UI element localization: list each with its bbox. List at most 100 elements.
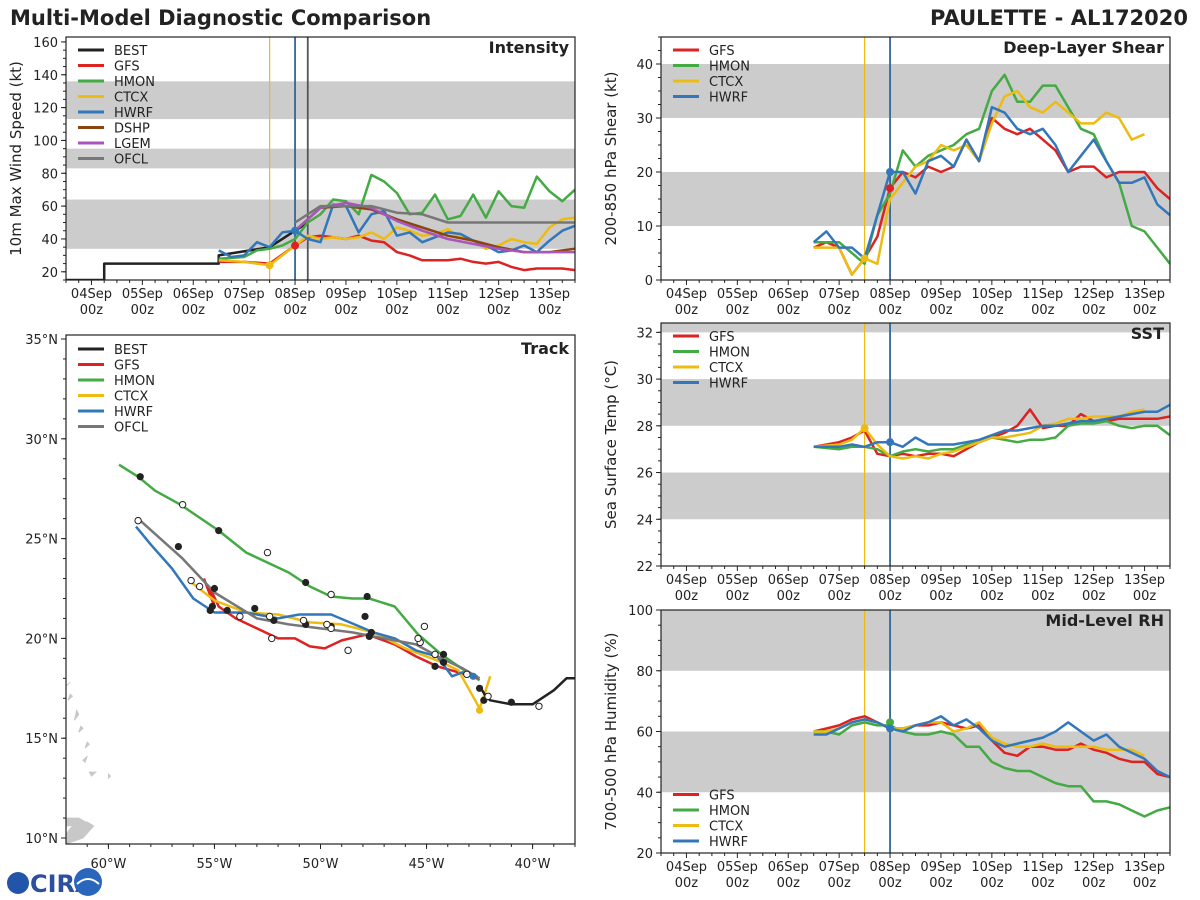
x-tick-label: 00z [726, 589, 750, 604]
x-tick-label: 00z [334, 303, 358, 318]
legend-label-lgem: LGEM [114, 137, 151, 152]
series-line-ctcx [813, 408, 1145, 460]
track-position-marker [210, 584, 219, 593]
legend-label-hwrf: HWRF [114, 405, 153, 420]
series-line-hmon [218, 173, 575, 260]
lon-tick-label: 50°W [303, 857, 339, 872]
y-tick-label: 22 [636, 560, 653, 575]
panel-title: Deep-Layer Shear [1003, 38, 1164, 57]
series-line-hwrf [812, 105, 1170, 260]
legend-label-best: BEST [114, 343, 147, 358]
x-tick-label: 08Sep [870, 573, 911, 588]
init-marker-hwrf [886, 438, 895, 447]
y-tick-label: 60 [636, 726, 653, 741]
y-tick-label: 120 [33, 102, 58, 117]
x-tick-label: 00z [827, 303, 851, 318]
track-panel: 60°W 55°W 50°W 45°W 40°W 10°N 15°N 20°N 25°N 30°N… [25, 333, 576, 872]
x-tick-label: 04Sep [666, 573, 707, 588]
legend-label-gfs: GFS [709, 789, 735, 804]
x-tick-label: 00z [777, 876, 801, 891]
x-tick-label: 10Sep [971, 287, 1012, 302]
legend-label-ofcl: OFCL [114, 153, 149, 168]
track-position-marker [195, 582, 204, 591]
y-tick-label: 28 [636, 420, 653, 435]
legend-label-ofcl: OFCL [114, 421, 149, 436]
x-tick-label: 09Sep [920, 860, 961, 875]
y-axis-label: 10m Max Wind Speed (kt) [7, 61, 25, 256]
x-tick-label: 04Sep [666, 287, 707, 302]
legend-label-gfs: GFS [709, 44, 735, 59]
track-line-ctcx [188, 579, 492, 710]
legend-label-hwrf: HWRF [709, 377, 748, 392]
x-tick-label: 00z [675, 303, 699, 318]
x-tick-label: 00z [980, 303, 1004, 318]
intensity-panel: 04Sep00z05Sep00z06Sep00z07Sep00z08Sep00z… [7, 36, 576, 318]
x-tick-label: 00z [182, 303, 206, 318]
x-tick-label: 00z [1133, 589, 1157, 604]
logo-globe-right [74, 868, 102, 896]
track-position-marker [535, 702, 543, 710]
lat-tick-label: 30°N [25, 433, 58, 448]
track-position-marker [174, 542, 183, 551]
y-tick-label: 60 [41, 200, 58, 215]
land-island [67, 693, 74, 701]
x-tick-label: 12Sep [478, 287, 519, 302]
legend-label-hwrf: HWRF [709, 91, 748, 106]
track-position-marker [302, 578, 310, 587]
land-island [74, 708, 80, 721]
track-position-marker [268, 634, 276, 643]
y-tick-label: 140 [33, 69, 58, 84]
track-line-hwrf [135, 525, 478, 678]
track-position-marker [223, 606, 231, 615]
shaded-band [66, 81, 575, 120]
track-position-marker [363, 592, 371, 601]
storm-id: PAULETTE - AL172020 [930, 6, 1188, 30]
x-tick-label: 00z [436, 303, 460, 318]
x-tick-label: 00z [777, 589, 801, 604]
x-tick-label: 07Sep [819, 860, 860, 875]
track-line-best [478, 677, 575, 706]
x-tick-label: 00z [1082, 876, 1106, 891]
shaded-band [661, 64, 1170, 118]
x-tick-label: 00z [929, 589, 953, 604]
x-tick-label: 08Sep [275, 287, 316, 302]
legend-label-gfs: GFS [114, 359, 140, 374]
x-tick-label: 00z [131, 303, 155, 318]
track-position-marker [484, 692, 492, 700]
x-tick-label: 06Sep [173, 287, 214, 302]
legend-label-hmon: HMON [114, 75, 155, 90]
panel-title: Track [521, 339, 569, 358]
x-tick-label: 00z [878, 589, 902, 604]
plot-area [661, 610, 1170, 853]
x-tick-label: 08Sep [870, 287, 911, 302]
x-tick-label: 12Sep [1073, 860, 1114, 875]
y-tick-label: 20 [636, 847, 653, 862]
x-tick-label: 13Sep [1124, 860, 1165, 875]
x-tick-label: 00z [980, 589, 1004, 604]
x-tick-label: 00z [1082, 589, 1106, 604]
track-position-marker [507, 698, 515, 706]
x-tick-label: 07Sep [224, 287, 265, 302]
x-tick-label: 10Sep [971, 860, 1012, 875]
x-tick-label: 00z [675, 876, 699, 891]
x-tick-label: 07Sep [819, 287, 860, 302]
y-tick-label: 10 [636, 220, 653, 235]
series-line-ofcl [294, 204, 575, 224]
x-tick-label: 00z [538, 303, 562, 318]
x-tick-label: 12Sep [1073, 287, 1114, 302]
legend-label-hmon: HMON [709, 346, 750, 361]
track-position-marker [208, 602, 216, 611]
y-tick-label: 160 [33, 36, 58, 51]
x-tick-label: 00z [1031, 589, 1055, 604]
x-tick-label: 11Sep [1022, 573, 1063, 588]
x-tick-label: 00z [1133, 303, 1157, 318]
legend-label-dshp: DSHP [114, 122, 150, 137]
y-tick-label: 30 [636, 112, 653, 127]
track-position-marker [178, 500, 187, 509]
track-position-marker [215, 527, 223, 535]
x-tick-label: 00z [980, 876, 1004, 891]
plot-area [66, 37, 575, 280]
track-position-marker [475, 706, 484, 714]
series-line-ctcx [218, 216, 575, 267]
plot-area [661, 323, 1170, 566]
